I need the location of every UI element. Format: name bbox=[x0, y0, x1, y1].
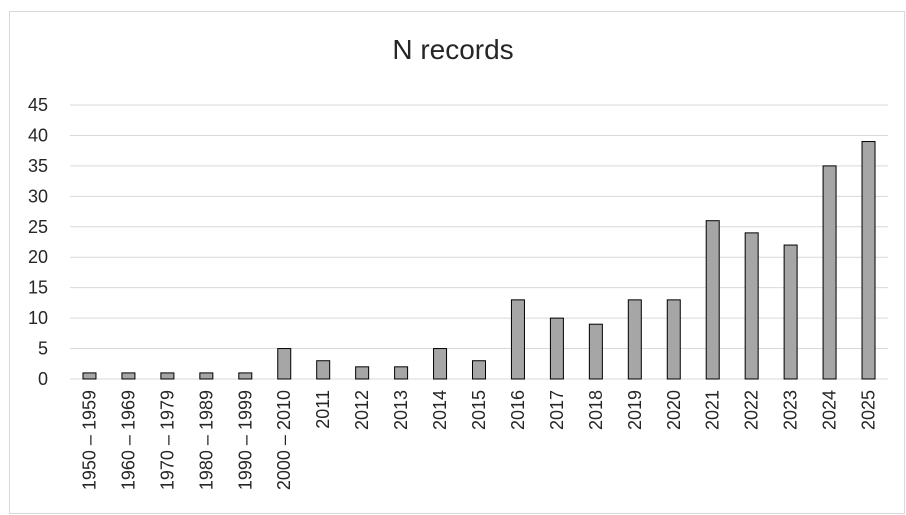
x-tick-label: 1970 – 1979 bbox=[157, 390, 177, 490]
chart-title: N records bbox=[392, 34, 514, 65]
bar bbox=[627, 299, 642, 380]
x-tick-label: 2025 bbox=[859, 390, 879, 430]
bar bbox=[277, 348, 292, 380]
x-tick-label: 1980 – 1989 bbox=[196, 390, 216, 490]
x-tick-label: 2019 bbox=[625, 390, 645, 430]
x-tick-label: 1950 – 1959 bbox=[79, 390, 99, 490]
bar bbox=[199, 372, 214, 380]
x-tick-label: 2016 bbox=[508, 390, 528, 430]
bar bbox=[238, 372, 253, 380]
x-tick-label: 2014 bbox=[430, 390, 450, 430]
y-tick-label: 5 bbox=[38, 339, 48, 359]
x-tick-label: 2012 bbox=[352, 390, 372, 430]
bar bbox=[472, 360, 486, 380]
y-tick-label: 0 bbox=[38, 369, 48, 389]
x-tick-label: 2021 bbox=[703, 390, 723, 430]
x-tick-label: 2024 bbox=[820, 390, 840, 430]
x-tick-label: 2017 bbox=[547, 390, 567, 430]
bar bbox=[666, 299, 681, 380]
x-tick-label: 2015 bbox=[469, 390, 489, 430]
x-tick-label: 1990 – 1999 bbox=[235, 390, 255, 490]
x-tick-label: 2023 bbox=[781, 390, 801, 430]
bar bbox=[433, 348, 448, 380]
x-tick-label: 2022 bbox=[742, 390, 762, 430]
bar bbox=[316, 360, 331, 380]
bar bbox=[160, 372, 175, 380]
bar bbox=[549, 317, 564, 380]
bar bbox=[394, 366, 409, 380]
y-tick-label: 15 bbox=[28, 278, 48, 298]
x-tick-label: 2020 bbox=[664, 390, 684, 430]
bar bbox=[121, 372, 136, 380]
y-tick-label: 20 bbox=[28, 247, 48, 267]
y-tick-label: 40 bbox=[28, 125, 48, 145]
x-tick-label: 2018 bbox=[586, 390, 606, 430]
bar bbox=[783, 244, 798, 380]
y-tick-label: 10 bbox=[28, 308, 48, 328]
bar bbox=[822, 165, 837, 380]
bar bbox=[744, 232, 759, 380]
bar bbox=[861, 141, 876, 380]
x-tick-label: 2011 bbox=[313, 390, 333, 429]
x-tick-label: 2013 bbox=[391, 390, 411, 430]
bar bbox=[588, 323, 603, 380]
y-tick-label: 35 bbox=[28, 156, 48, 176]
y-tick-label: 30 bbox=[28, 186, 48, 206]
bar bbox=[355, 366, 370, 380]
bar bbox=[705, 220, 720, 380]
x-tick-label: 1960 – 1969 bbox=[118, 390, 138, 490]
x-tick-label: 2000 – 2010 bbox=[274, 390, 294, 490]
bar bbox=[82, 372, 97, 380]
y-tick-label: 45 bbox=[28, 95, 48, 115]
bar bbox=[510, 299, 525, 380]
y-tick-label: 25 bbox=[28, 217, 48, 237]
